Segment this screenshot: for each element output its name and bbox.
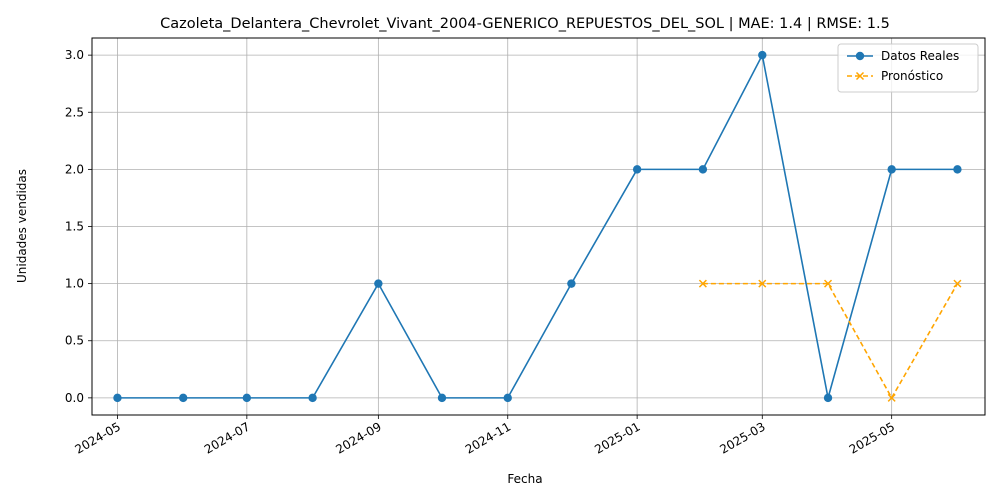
x-tick-label: 2024-09 bbox=[333, 419, 383, 456]
y-tick-label: 0.5 bbox=[65, 334, 84, 348]
chart-title: Cazoleta_Delantera_Chevrolet_Vivant_2004… bbox=[160, 16, 890, 32]
legend-marker-actual bbox=[855, 51, 865, 61]
y-tick-label: 2.5 bbox=[65, 105, 84, 119]
x-tick-label: 2025-01 bbox=[592, 419, 642, 456]
data-point bbox=[698, 165, 708, 174]
y-tick-label: 1.5 bbox=[65, 220, 84, 234]
x-axis-label: Fecha bbox=[507, 472, 542, 486]
y-axis-label: Unidades vendidas bbox=[15, 169, 29, 283]
data-point bbox=[308, 393, 317, 403]
legend-label-forecast: Pronóstico bbox=[881, 69, 943, 83]
y-tick-label: 0.0 bbox=[65, 391, 84, 405]
x-tick-label: 2025-03 bbox=[717, 419, 767, 456]
data-point bbox=[374, 279, 383, 288]
data-point bbox=[953, 165, 962, 174]
grid-lines bbox=[92, 38, 985, 415]
series-line-actual bbox=[117, 52, 958, 399]
y-axis: 0.0 0.5 1.0 1.5 2.0 2.5 3.0 bbox=[65, 48, 92, 405]
forecast-point bbox=[698, 279, 707, 288]
data-point bbox=[437, 393, 447, 403]
x-tick-label: 2024-07 bbox=[202, 419, 252, 456]
forecast-point bbox=[953, 279, 962, 288]
data-point bbox=[567, 279, 576, 288]
legend-label-actual: Datos Reales bbox=[881, 49, 959, 63]
data-point bbox=[113, 393, 122, 403]
y-tick-label: 2.0 bbox=[65, 162, 84, 176]
x-axis: 2024-05 2024-07 2024-09 2024-11 2025-01 2025-… bbox=[73, 415, 897, 457]
x-tick-label: 2024-11 bbox=[463, 419, 513, 456]
y-tick-label: 1.0 bbox=[65, 277, 84, 291]
forecast-point bbox=[824, 279, 833, 288]
data-point bbox=[823, 393, 833, 403]
forecast-point bbox=[758, 279, 767, 288]
data-point bbox=[632, 165, 642, 174]
data-point bbox=[887, 165, 896, 174]
series-layer bbox=[113, 50, 962, 403]
legend-marker-forecast bbox=[855, 71, 865, 81]
data-point bbox=[758, 50, 767, 60]
data-point bbox=[242, 393, 252, 403]
legend: Datos Reales Pronóstico bbox=[837, 43, 979, 93]
x-tick-label: 2025-05 bbox=[847, 419, 897, 456]
y-tick-label: 3.0 bbox=[65, 48, 84, 62]
x-tick-label: 2024-05 bbox=[73, 419, 123, 456]
data-point bbox=[179, 393, 188, 403]
series-line-forecast bbox=[702, 282, 959, 400]
data-point bbox=[503, 393, 512, 403]
forecast-point bbox=[887, 393, 896, 402]
